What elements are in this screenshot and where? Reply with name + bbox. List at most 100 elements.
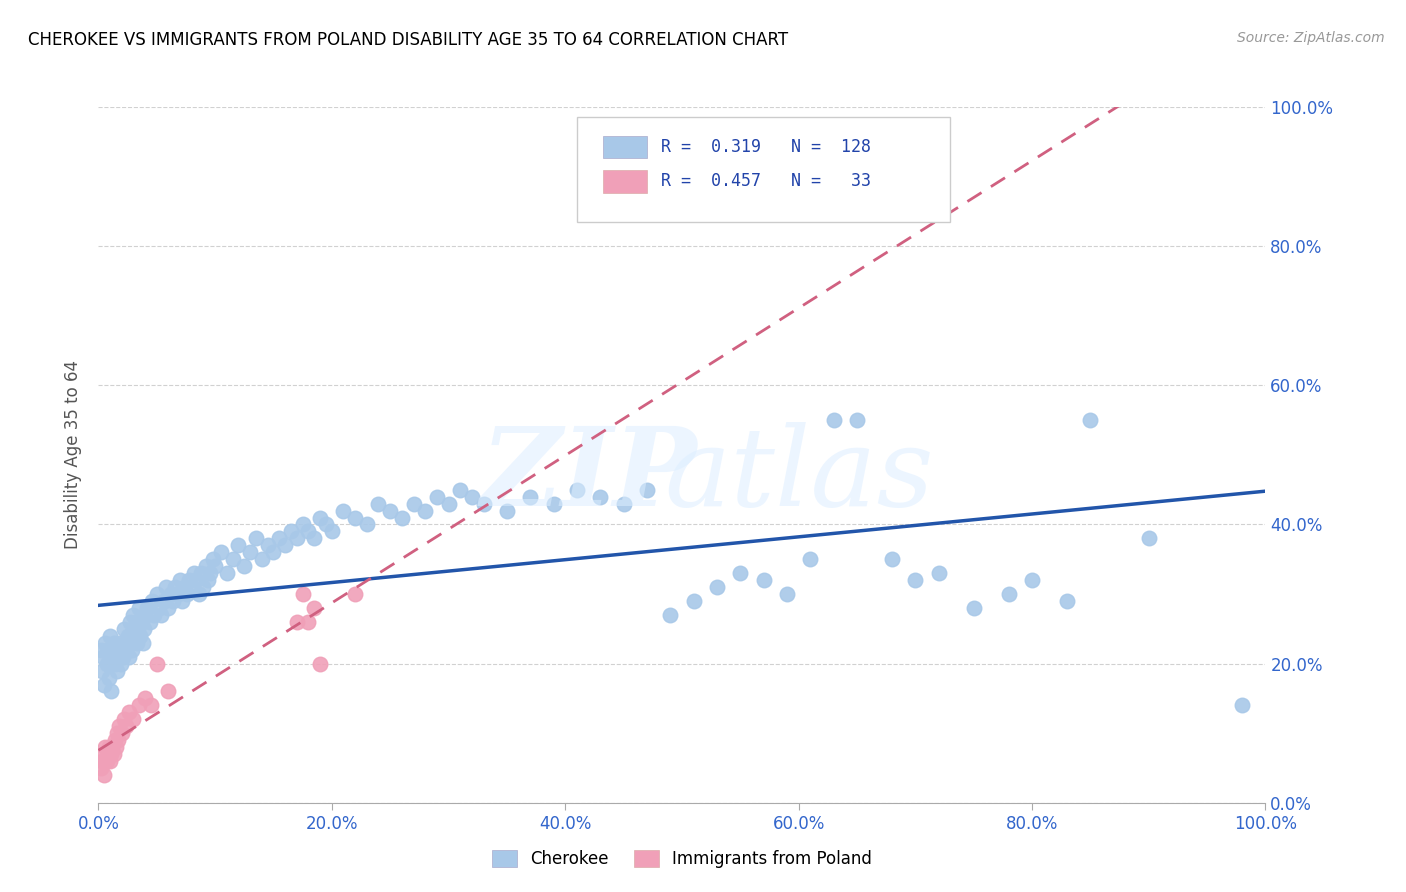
- Point: [134, 607, 156, 622]
- Point: [104, 733, 127, 747]
- Point: [107, 733, 129, 747]
- Point: [186, 573, 208, 587]
- Point: [104, 740, 127, 755]
- Point: [98, 629, 121, 643]
- Bar: [603, 136, 647, 158]
- Point: [173, 580, 195, 594]
- Point: [100, 747, 122, 761]
- Point: [152, 594, 174, 608]
- Point: [543, 497, 565, 511]
- Point: [799, 552, 821, 566]
- Point: [291, 517, 314, 532]
- Point: [437, 497, 460, 511]
- Point: [380, 503, 402, 517]
- Point: [391, 510, 413, 524]
- Point: [110, 657, 132, 671]
- Point: [197, 573, 219, 587]
- Point: [344, 510, 367, 524]
- Point: [111, 726, 134, 740]
- Point: [245, 532, 267, 546]
- FancyBboxPatch shape: [576, 118, 950, 222]
- Point: [997, 587, 1019, 601]
- Point: [297, 615, 319, 629]
- Point: [155, 580, 177, 594]
- Point: [304, 532, 326, 546]
- Point: [1080, 413, 1102, 427]
- Point: [139, 615, 162, 629]
- Point: [118, 615, 141, 629]
- Point: [165, 580, 187, 594]
- Point: [209, 545, 232, 559]
- Point: [108, 636, 131, 650]
- Point: [114, 636, 136, 650]
- Point: [250, 552, 273, 566]
- Point: [180, 580, 202, 594]
- Point: [146, 657, 169, 671]
- Point: [104, 657, 127, 671]
- Point: [105, 726, 128, 740]
- Text: CHEROKEE VS IMMIGRANTS FROM POLAND DISABILITY AGE 35 TO 64 CORRELATION CHART: CHEROKEE VS IMMIGRANTS FROM POLAND DISAB…: [28, 31, 789, 49]
- Point: [256, 538, 278, 552]
- Point: [183, 566, 205, 581]
- Point: [90, 642, 112, 657]
- Point: [136, 601, 159, 615]
- Point: [332, 503, 354, 517]
- Point: [162, 594, 184, 608]
- Text: Source: ZipAtlas.com: Source: ZipAtlas.com: [1237, 31, 1385, 45]
- Bar: [603, 170, 647, 193]
- Point: [94, 636, 117, 650]
- Point: [215, 566, 238, 581]
- Point: [172, 594, 194, 608]
- Point: [148, 601, 170, 615]
- Point: [402, 497, 425, 511]
- Point: [413, 503, 436, 517]
- Point: [97, 642, 120, 657]
- Point: [962, 601, 984, 615]
- Point: [90, 754, 112, 768]
- Point: [280, 524, 302, 539]
- Point: [115, 642, 138, 657]
- Point: [309, 657, 332, 671]
- Text: ZIP: ZIP: [481, 422, 697, 530]
- Point: [98, 754, 121, 768]
- Point: [157, 684, 180, 698]
- Point: [120, 636, 142, 650]
- Point: [118, 706, 141, 720]
- Point: [132, 636, 155, 650]
- Point: [776, 587, 799, 601]
- Text: R =  0.457   N =   33: R = 0.457 N = 33: [661, 172, 870, 191]
- Point: [159, 587, 181, 601]
- Point: [111, 642, 134, 657]
- Y-axis label: Disability Age 35 to 64: Disability Age 35 to 64: [65, 360, 83, 549]
- Point: [239, 545, 262, 559]
- Point: [141, 594, 163, 608]
- Point: [157, 601, 180, 615]
- Point: [449, 483, 471, 497]
- Point: [91, 747, 114, 761]
- Point: [128, 698, 150, 713]
- Point: [94, 740, 117, 755]
- Text: R =  0.319   N =  128: R = 0.319 N = 128: [661, 137, 870, 156]
- Point: [589, 490, 612, 504]
- Point: [134, 691, 156, 706]
- Point: [121, 642, 143, 657]
- Point: [880, 552, 903, 566]
- Point: [166, 587, 188, 601]
- Point: [101, 740, 124, 755]
- Point: [1056, 594, 1078, 608]
- Point: [321, 524, 343, 539]
- Point: [100, 684, 122, 698]
- Point: [315, 517, 337, 532]
- Point: [93, 768, 115, 782]
- Point: [565, 483, 588, 497]
- Point: [730, 566, 752, 581]
- Point: [472, 497, 495, 511]
- Point: [103, 747, 125, 761]
- Point: [108, 719, 131, 733]
- Point: [291, 587, 314, 601]
- Point: [97, 671, 120, 685]
- Point: [752, 573, 775, 587]
- Point: [496, 503, 519, 517]
- Point: [107, 649, 129, 664]
- Point: [112, 712, 135, 726]
